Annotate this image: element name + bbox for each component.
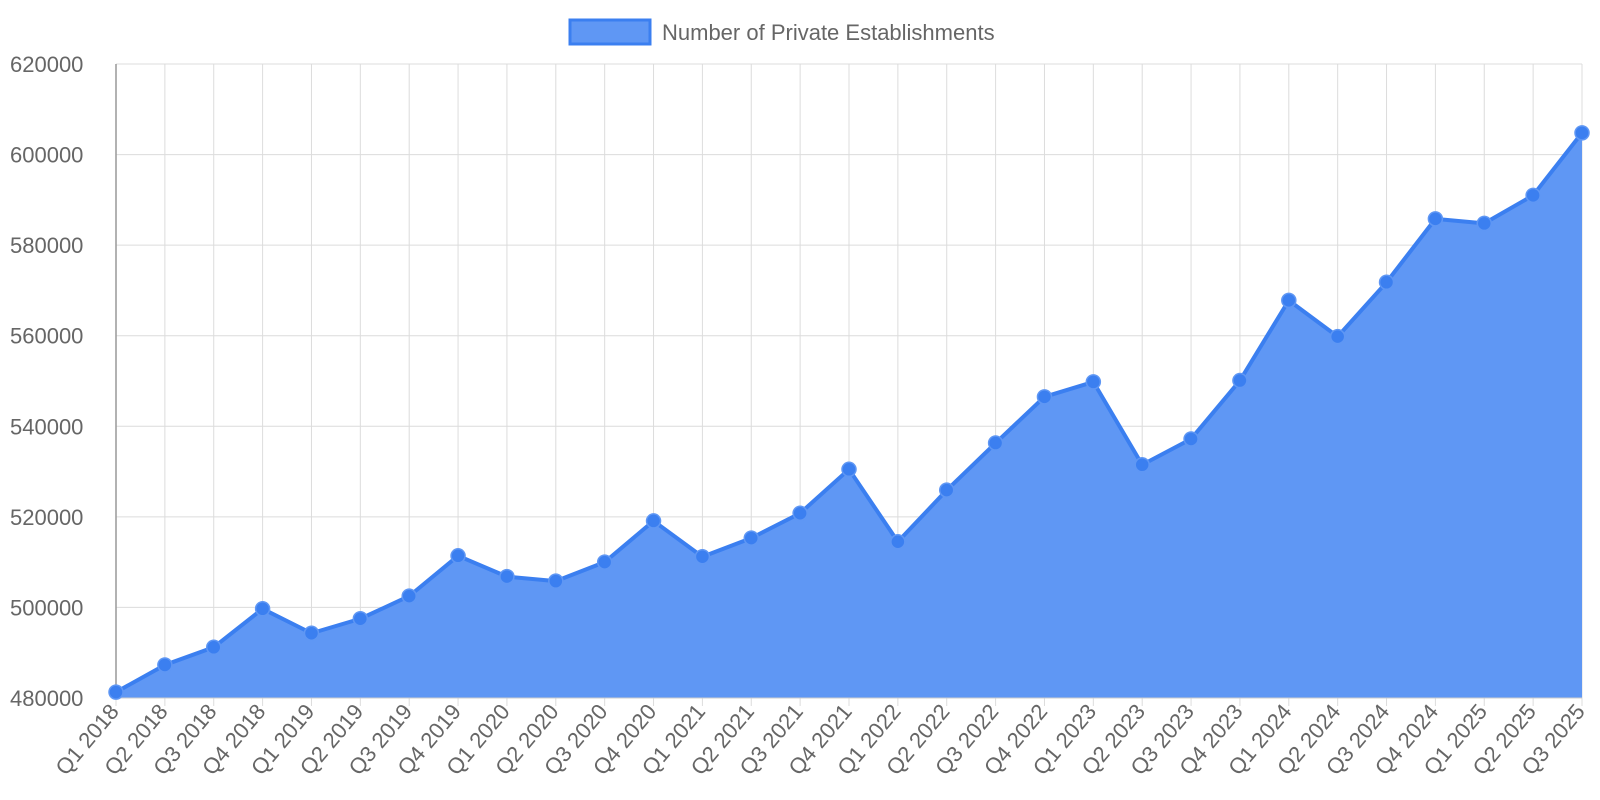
data-point[interactable] (205, 639, 222, 656)
data-point[interactable] (1476, 215, 1493, 232)
data-point[interactable] (890, 534, 906, 550)
data-point[interactable] (645, 513, 662, 529)
data-point[interactable] (938, 482, 955, 498)
legend-swatch (568, 18, 652, 46)
data-point[interactable] (1427, 211, 1444, 227)
data-point[interactable] (157, 657, 173, 673)
data-point[interactable] (1525, 187, 1541, 204)
data-point[interactable] (1085, 374, 1102, 390)
data-point[interactable] (450, 548, 466, 564)
data-point[interactable] (1232, 372, 1248, 389)
data-point[interactable] (352, 611, 369, 627)
data-point[interactable] (548, 573, 564, 589)
y-tick-label: 520000 (10, 505, 83, 530)
y-tick-label: 480000 (10, 686, 83, 711)
y-tick-label: 560000 (10, 324, 83, 349)
area-fill (116, 132, 1582, 698)
legend-label: Number of Private Establishments (662, 20, 995, 45)
data-point[interactable] (401, 588, 417, 604)
data-point[interactable] (841, 461, 857, 478)
y-tick-label: 580000 (10, 233, 83, 258)
data-point[interactable] (743, 530, 760, 546)
data-point[interactable] (1378, 274, 1395, 291)
data-point[interactable] (1134, 457, 1150, 473)
data-point[interactable] (1329, 328, 1346, 345)
data-point[interactable] (792, 505, 808, 521)
data-point[interactable] (987, 435, 1004, 451)
data-point[interactable] (108, 684, 124, 700)
data-point[interactable] (1036, 389, 1053, 405)
data-point[interactable] (694, 548, 711, 565)
data-points (108, 125, 1590, 700)
y-tick-label: 600000 (10, 143, 83, 168)
y-tick-label: 500000 (10, 595, 83, 620)
y-tick-label: 540000 (10, 414, 83, 439)
data-point[interactable] (254, 601, 271, 617)
data-point[interactable] (499, 568, 515, 585)
legend[interactable]: Number of Private Establishments (568, 18, 995, 46)
y-tick-label: 620000 (10, 52, 83, 77)
data-point[interactable] (1281, 292, 1297, 309)
data-point[interactable] (1574, 125, 1590, 141)
data-point[interactable] (596, 554, 613, 570)
data-point[interactable] (303, 625, 320, 641)
data-point[interactable] (1183, 431, 1199, 447)
